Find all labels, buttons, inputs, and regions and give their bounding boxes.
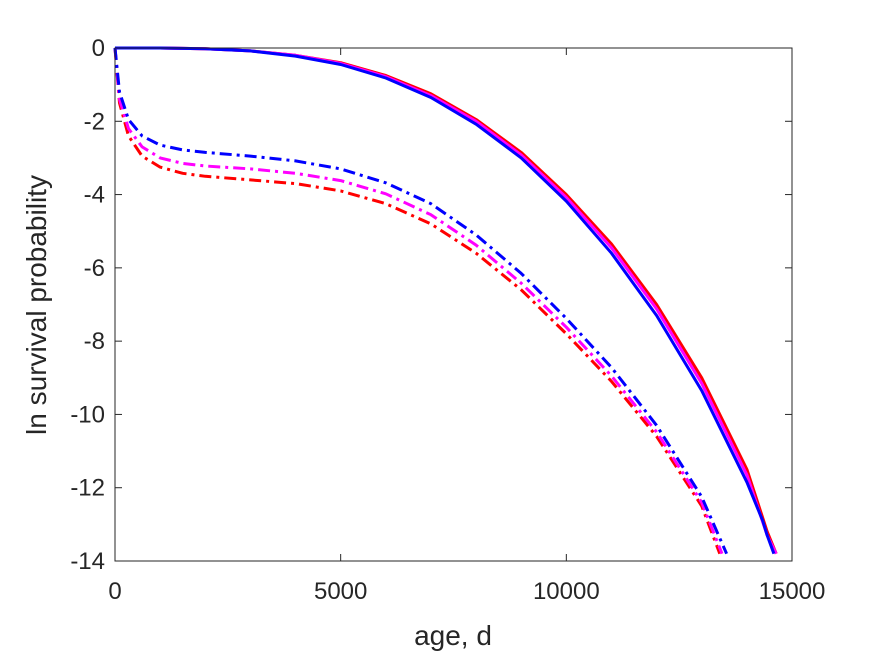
y-tick-label-7: -14: [70, 548, 105, 575]
x-tick-label-2: 10000: [533, 578, 600, 605]
y-tick-label-5: -10: [70, 401, 105, 428]
x-tick-label-1: 5000: [314, 578, 367, 605]
y-tick-label-0: 0: [92, 35, 105, 62]
series-line-5: [113, 47, 724, 555]
y-axis-label: ln survival probability: [21, 175, 52, 435]
x-tick-label-3: 15000: [759, 578, 826, 605]
series-line-6: [113, 47, 728, 555]
series-layer: [113, 46, 778, 555]
x-axis-label: age, d: [414, 620, 492, 651]
y-tick-label-4: -8: [84, 328, 105, 355]
series-line-3: [115, 46, 776, 555]
series-line-4: [113, 47, 722, 555]
y-tick-label-1: -2: [84, 108, 105, 135]
y-tick-label-3: -6: [84, 255, 105, 282]
y-tick-label-6: -12: [70, 475, 105, 502]
y-tick-label-2: -4: [84, 182, 105, 209]
plot-area: [115, 48, 792, 561]
axes-box: [114, 47, 793, 562]
tick-layer: 0 5000 10000 15000 0 -2 -4 -6 -8 -10 -12 -14: [70, 35, 825, 605]
x-tick-label-0: 0: [108, 578, 121, 605]
